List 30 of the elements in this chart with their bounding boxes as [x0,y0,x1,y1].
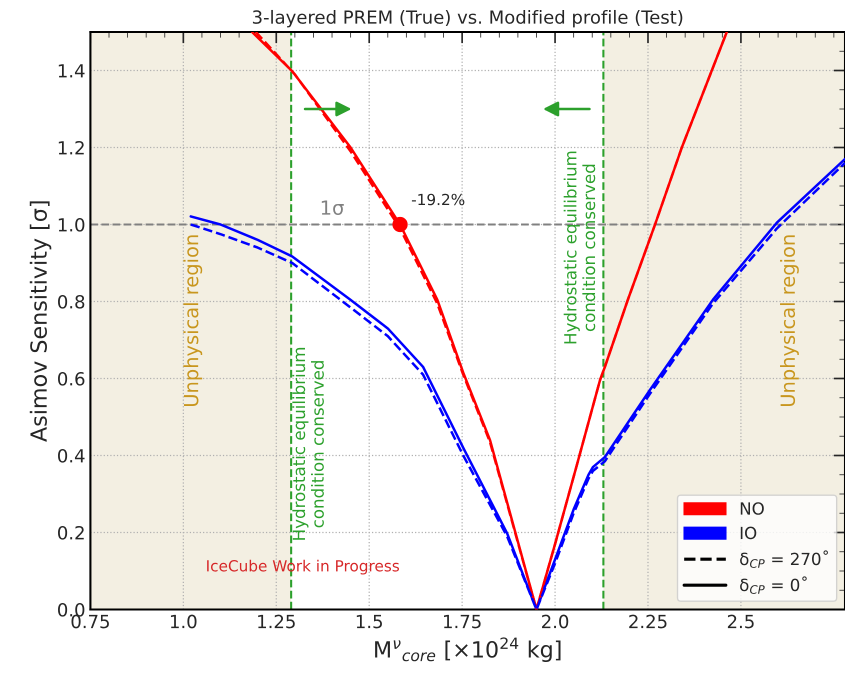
x-tick-label: 1.75 [444,614,481,628]
x-tick-label: 1.25 [258,614,295,628]
band-label: Unphysical region [183,235,202,406]
x-tick-label: 2.0 [542,614,568,628]
x-axis-title: M$^{ν}$$_{core}$ [×10$^{24}$ kg] [375,637,561,662]
y-tick-label: 0.6 [58,372,84,386]
legend-label: IO [740,526,756,540]
legend-label: NO [740,502,764,515]
x-tick-label: 1.5 [356,614,382,628]
annotation: -19.2% [412,194,464,206]
x-tick-label: 0.75 [72,614,109,628]
y-axis-title: Asimov Sensitivity [σ] [30,201,52,442]
x-tick-label: 2.25 [629,614,667,628]
annotation: IceCube Work in Progress [207,560,400,575]
y-tick-label: 0.2 [58,526,84,540]
chart-title: 3-layered PREM (True) vs. Modified profile (Test) [252,10,682,28]
annotation: Hydrostatic equilibrium condition conserved [564,152,596,344]
x-tick-label: 1.0 [170,614,197,628]
y-tick-label: 0.4 [58,448,85,463]
annotation: Hydrostatic equilibrium condition conserved [292,348,324,540]
ref-line-label: 1σ [322,200,344,215]
annotation: δ$_{CP}$ = 0˚ [740,576,807,594]
x-tick-label: 2.5 [728,614,754,628]
y-tick-label: 1.2 [58,140,84,154]
y-tick-label: 1.0 [58,218,84,232]
y-tick-label: 0.8 [58,294,84,309]
y-tick-label: 0.0 [58,602,84,617]
band-label: Unphysical region [780,235,799,406]
annotation: δ$_{CP}$ = 270˚ [740,550,828,568]
y-tick-label: 1.4 [58,64,85,78]
